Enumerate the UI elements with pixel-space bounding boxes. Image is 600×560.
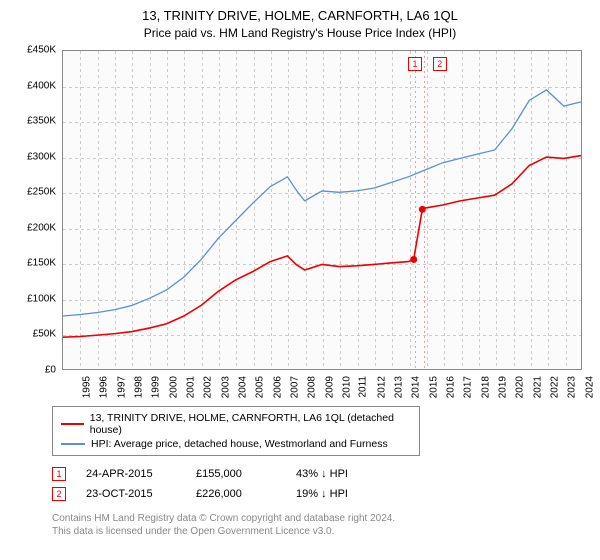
y-axis-label: £350K xyxy=(10,116,56,127)
legend-item: HPI: Average price, detached house, West… xyxy=(61,437,411,451)
y-axis-label: £50K xyxy=(10,329,56,340)
legend: 13, TRINITY DRIVE, HOLME, CARNFORTH, LA6… xyxy=(52,406,420,456)
x-axis-label: 2008 xyxy=(307,376,318,398)
x-axis-label: 2013 xyxy=(393,376,404,398)
x-axis-label: 1998 xyxy=(133,376,144,398)
series-line xyxy=(63,90,581,316)
legend-item: 13, TRINITY DRIVE, HOLME, CARNFORTH, LA6… xyxy=(61,411,411,437)
event-pct: 43% ↓ HPI xyxy=(296,468,386,480)
footer-line2: This data is licensed under the Open Gov… xyxy=(52,525,600,538)
x-axis-label: 2007 xyxy=(289,376,300,398)
x-axis-label: 2017 xyxy=(463,376,474,398)
footer: Contains HM Land Registry data © Crown c… xyxy=(52,512,600,538)
series-lines xyxy=(63,51,581,369)
x-axis-label: 2014 xyxy=(411,376,422,398)
y-axis-label: £450K xyxy=(10,45,56,56)
x-axis-label: 2016 xyxy=(445,376,456,398)
y-axis-label: £150K xyxy=(10,258,56,269)
y-axis-label: £0 xyxy=(10,365,56,376)
x-axis-label: 2019 xyxy=(497,376,508,398)
event-date: 23-OCT-2015 xyxy=(86,488,176,500)
y-axis-label: £250K xyxy=(10,187,56,198)
legend-label: 13, TRINITY DRIVE, HOLME, CARNFORTH, LA6… xyxy=(90,412,411,436)
x-axis-label: 2020 xyxy=(515,376,526,398)
x-axis-label: 1999 xyxy=(151,376,162,398)
x-axis-label: 2006 xyxy=(272,376,283,398)
x-axis-label: 2021 xyxy=(532,376,543,398)
event-dot xyxy=(419,206,426,213)
event-date: 24-APR-2015 xyxy=(86,468,176,480)
event-pct: 19% ↓ HPI xyxy=(296,488,386,500)
legend-swatch xyxy=(61,443,85,445)
x-axis-label: 2023 xyxy=(567,376,578,398)
legend-label: HPI: Average price, detached house, West… xyxy=(91,438,388,450)
x-axis-label: 2010 xyxy=(341,376,352,398)
legend-swatch xyxy=(61,423,84,425)
event-row-marker: 2 xyxy=(52,487,66,501)
x-axis-label: 2003 xyxy=(220,376,231,398)
event-price: £155,000 xyxy=(196,468,276,480)
x-axis-label: 2024 xyxy=(584,376,595,398)
x-axis-label: 2022 xyxy=(549,376,560,398)
event-dot xyxy=(410,256,417,263)
x-axis-label: 1996 xyxy=(99,376,110,398)
x-axis-label: 2012 xyxy=(376,376,387,398)
chart-title: 13, TRINITY DRIVE, HOLME, CARNFORTH, LA6… xyxy=(0,0,600,23)
x-axis-label: 1997 xyxy=(116,376,127,398)
events-table: 1 24-APR-2015 £155,000 43% ↓ HPI 2 23-OCT-201… xyxy=(52,464,600,504)
x-axis-label: 2011 xyxy=(358,376,369,398)
x-axis-label: 2005 xyxy=(255,376,266,398)
event-price: £226,000 xyxy=(196,488,276,500)
y-axis-label: £100K xyxy=(10,293,56,304)
x-axis-label: 2018 xyxy=(480,376,491,398)
x-axis-label: 2015 xyxy=(428,376,439,398)
event-row: 2 23-OCT-2015 £226,000 19% ↓ HPI xyxy=(52,484,600,504)
plot-area: 12 xyxy=(62,50,582,370)
x-axis-label: 2009 xyxy=(324,376,335,398)
event-row: 1 24-APR-2015 £155,000 43% ↓ HPI xyxy=(52,464,600,484)
y-axis-label: £400K xyxy=(10,80,56,91)
x-axis-label: 1995 xyxy=(81,376,92,398)
chart: 12 £0 £50K £100K £150K £200K £250K £300K £350K £… xyxy=(10,46,590,396)
event-row-marker: 1 xyxy=(52,467,66,481)
y-axis-label: £300K xyxy=(10,151,56,162)
x-axis-label: 2001 xyxy=(185,376,196,398)
x-axis-label: 2002 xyxy=(203,376,214,398)
x-axis-label: 2004 xyxy=(237,376,248,398)
footer-line1: Contains HM Land Registry data © Crown c… xyxy=(52,512,600,525)
y-axis-label: £200K xyxy=(10,222,56,233)
x-axis-label: 2000 xyxy=(168,376,179,398)
series-line xyxy=(63,156,581,338)
chart-subtitle: Price paid vs. HM Land Registry's House … xyxy=(0,23,600,46)
